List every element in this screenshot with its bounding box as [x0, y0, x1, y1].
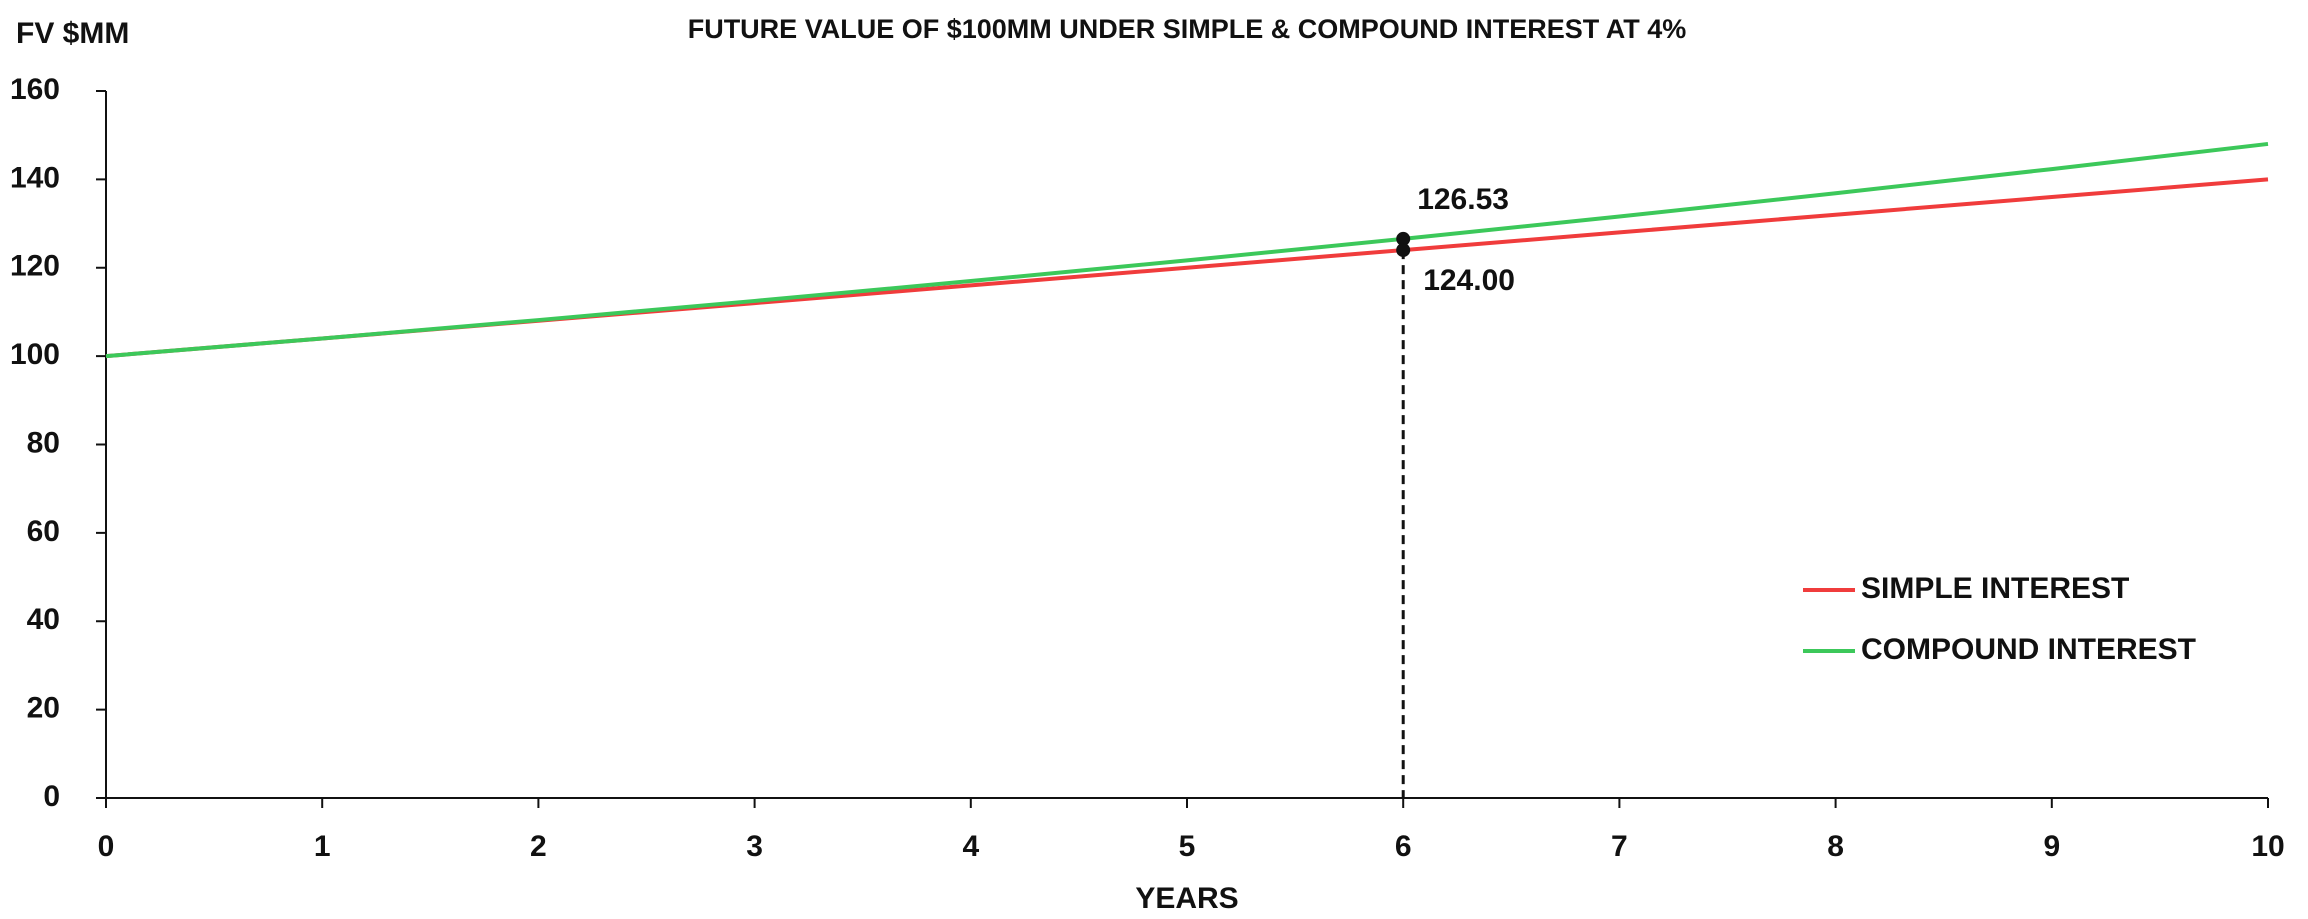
y-tick-label: 80: [27, 426, 60, 459]
annotation-point: [1396, 243, 1411, 258]
x-tick-label: 8: [1827, 830, 1844, 863]
series-line: [105, 141, 2269, 359]
chart-title: FUTURE VALUE OF $100MM UNDER SIMPLE & CO…: [688, 14, 1687, 44]
y-tick-label: 140: [10, 161, 60, 194]
y-tick-label: 40: [27, 603, 60, 636]
legend-label: SIMPLE INTEREST: [1861, 572, 2129, 605]
x-tick-label: 5: [1179, 830, 1196, 863]
x-tick-label: 0: [98, 830, 115, 863]
x-tick-label: 4: [962, 830, 979, 863]
x-tick-label: 6: [1395, 830, 1412, 863]
annotation-label: 124.00: [1423, 264, 1515, 297]
y-tick-label: 20: [27, 692, 60, 725]
y-tick-label: 60: [27, 515, 60, 548]
annotation-label: 126.53: [1417, 183, 1509, 216]
x-tick-label: 9: [2043, 830, 2060, 863]
x-tick-label: 2: [530, 830, 547, 863]
y-axis-label: FV $MM: [16, 17, 129, 50]
annotation-point: [1396, 231, 1411, 246]
x-tick-label: 1: [314, 830, 331, 863]
y-tick-label: 120: [10, 250, 60, 283]
x-tick-label: 7: [1611, 830, 1628, 863]
x-tick-label: 3: [746, 830, 763, 863]
legend-label: COMPOUND INTEREST: [1861, 633, 2196, 666]
y-tick-label: 100: [10, 338, 60, 371]
y-tick-label: 160: [10, 73, 60, 106]
y-tick-label: 0: [43, 780, 60, 813]
x-axis-label: YEARS: [1135, 882, 1238, 915]
x-tick-label: 10: [2251, 830, 2284, 863]
